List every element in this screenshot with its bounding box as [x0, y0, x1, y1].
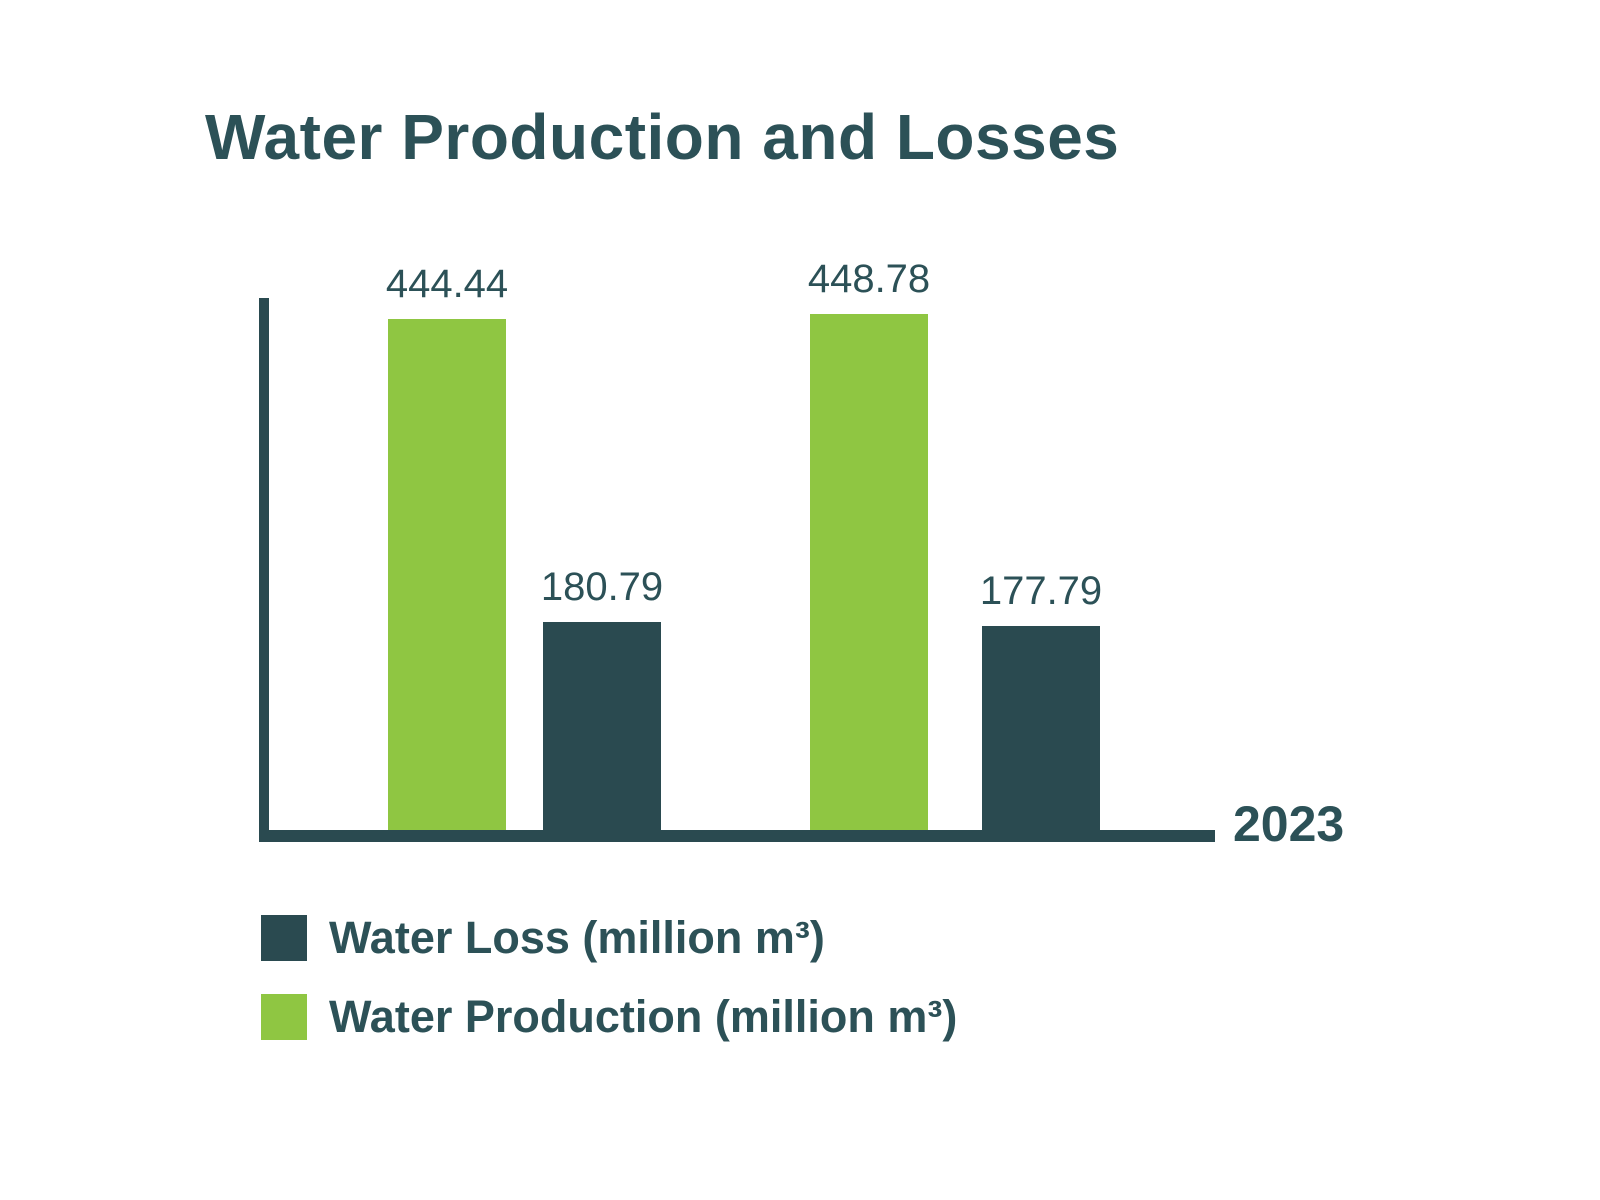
plot-area: 444.44 180.79 448.78 177.79 [259, 259, 1215, 842]
chart-title: Water Production and Losses [205, 101, 1120, 173]
bar-value-label-water-production-1: 444.44 [385, 262, 509, 306]
bar-water-loss-2 [982, 626, 1100, 830]
legend-swatch-water-production [261, 994, 307, 1040]
legend-swatch-water-loss [261, 915, 307, 961]
bar-value-label-water-loss-1: 180.79 [540, 565, 664, 609]
legend-label-water-loss: Water Loss (million m³) [329, 912, 825, 963]
y-axis [259, 298, 269, 842]
x-axis [259, 830, 1215, 842]
bar-value-label-water-loss-2: 177.79 [979, 569, 1103, 613]
bar-value-label-water-production-2: 448.78 [807, 257, 931, 301]
legend-item-water-loss: Water Loss (million m³) [261, 912, 957, 964]
x-axis-label: 2023 [1233, 796, 1345, 852]
legend-label-water-production: Water Production (million m³) [329, 991, 958, 1042]
bar-water-loss-1 [543, 622, 661, 830]
bar-water-production-1 [388, 319, 506, 830]
legend-item-water-production: Water Production (million m³) [261, 991, 957, 1043]
bar-water-production-2 [810, 314, 928, 830]
legend: Water Loss (million m³) Water Production… [261, 912, 957, 1043]
